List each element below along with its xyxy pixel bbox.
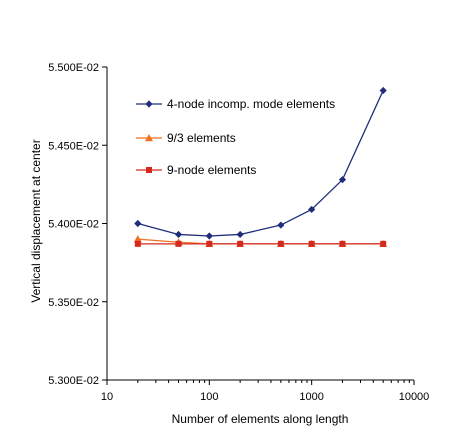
legend-marker [145, 100, 153, 108]
series-layer [133, 86, 388, 248]
y-axis-title: Vertical displacement at center [29, 139, 43, 302]
y-tick-label: 5.500E-02 [48, 62, 99, 74]
legend-item: 9/3 elements [136, 131, 236, 145]
x-tick-label: 10 [101, 391, 113, 403]
legend-label: 9/3 elements [167, 131, 236, 145]
data-point [206, 240, 213, 247]
data-point [277, 240, 284, 247]
y-tick-label: 5.300E-02 [48, 375, 99, 387]
data-point [308, 205, 316, 214]
y-axis-ticks: 5.300E-02 5.350E-02 5.400E-02 5.450E-02 5.50… [48, 62, 107, 387]
data-point [338, 176, 347, 184]
data-point [205, 232, 213, 240]
x-tick-label: 10000 [399, 391, 430, 403]
data-point [277, 221, 285, 229]
data-point [237, 240, 244, 247]
y-tick-label: 5.350E-02 [48, 297, 99, 309]
legend-marker [146, 167, 152, 173]
y-tick-label: 5.400E-02 [48, 219, 99, 231]
x-axis-title: Number of elements along length [172, 412, 349, 426]
data-point [175, 240, 182, 247]
x-axis-ticks: 10 100 1000 10000 [101, 380, 429, 403]
x-tick-label: 1000 [299, 391, 323, 403]
legend-item: 9-node elements [136, 163, 256, 177]
data-point [236, 230, 244, 239]
data-point [339, 240, 346, 247]
data-point [380, 240, 387, 247]
series-1 [134, 86, 387, 240]
data-point [308, 240, 315, 247]
legend: 4-node incomp. mode elements 9/3 elements… [136, 97, 335, 177]
legend-marker [145, 134, 153, 142]
data-point [379, 86, 387, 95]
legend-label: 4-node incomp. mode elements [167, 97, 335, 111]
data-point [174, 230, 183, 239]
series-line [137, 90, 384, 237]
data-point [134, 219, 142, 228]
legend-label: 9-node elements [167, 163, 256, 177]
series-3 [134, 240, 387, 247]
data-point [134, 240, 141, 247]
series-2 [133, 235, 388, 248]
series-line [137, 238, 384, 245]
legend-item: 4-node incomp. mode elements [136, 97, 335, 111]
data-point [133, 235, 142, 243]
x-tick-label: 100 [200, 391, 218, 403]
y-tick-label: 5.450E-02 [48, 140, 99, 152]
